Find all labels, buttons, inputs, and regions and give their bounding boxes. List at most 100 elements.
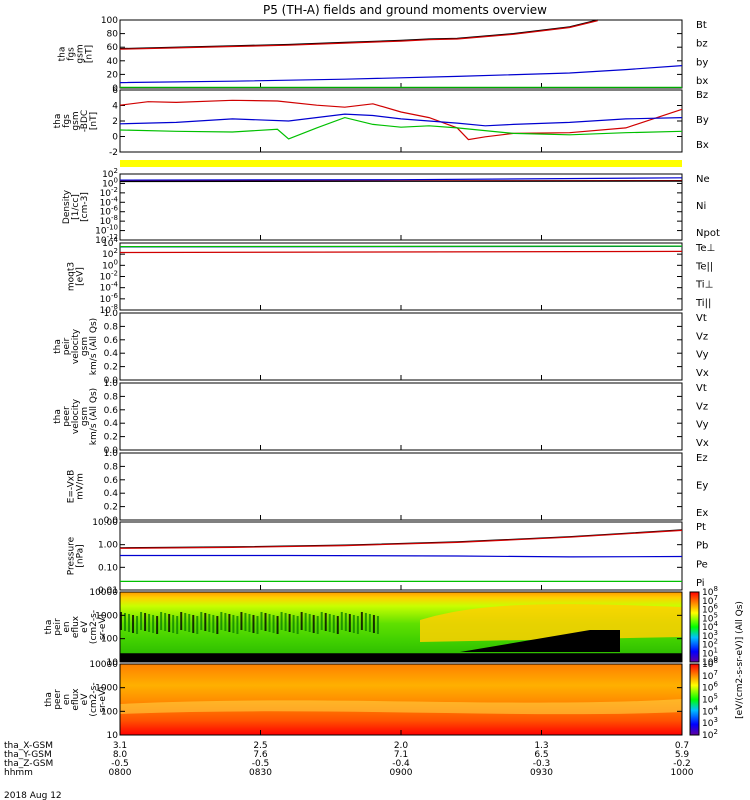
xaxis-row-label: hhmm [4,768,33,778]
heatmap-stripe [160,612,163,630]
heatmap-stripe [140,612,143,630]
legend-Vz: Vz [696,401,708,412]
colorbar-fill [689,591,700,663]
panel-peer-eflux: 10000 1000 100 10 thapeerenefluxeV(cm2-s-sr-… [44,660,683,741]
legend-Te||: Te|| [695,261,713,272]
heatmap-stripe [272,615,275,633]
heatmap-stripe [360,612,363,630]
heatmap-stripe [196,616,199,634]
panel-pressure: 10.00 1.00 0.10 0.01 Pressure[nPa] Pt Pb Pe Pi [67,518,709,596]
heatmap-stripe [324,613,327,631]
xaxis-value: 5.9 [675,750,690,760]
panel-peer-velocity: 1.0 0.8 0.6 0.4 0.2 0.0 thapeervelocitygsmkm/s… [53,379,709,456]
heatmap-stripe [316,616,319,634]
y-tick-label: 104 [102,236,118,249]
series-line-bx [119,65,683,84]
y-tick-label: 0.0 [104,446,119,456]
y-tick-label: 10.00 [92,518,118,528]
heatmap-stripe [308,614,311,632]
y-tick-label: -2 [109,148,118,158]
colorbar-tick: 103 [702,629,718,642]
y-tick-label: 100 [101,635,118,645]
y-tick-label: 4 [112,102,118,112]
heatmap-stripe [280,612,283,630]
y-tick-label: 2 [112,117,118,127]
colorbar-tick: 102 [702,638,718,651]
legend-Bx: Bx [696,140,709,151]
series-line-Tg [119,245,683,248]
xaxis-value: 3.1 [113,741,127,751]
y-tick-label: 0.0 [104,516,119,526]
xaxis-value: 0830 [249,768,272,778]
heatmap-stripe [240,612,243,630]
legend-Pb: Pb [696,541,708,552]
y-tick-label: 10-8 [100,214,118,227]
heatmap-stripe [228,614,231,632]
series-line-Bz [119,99,683,141]
heatmap-stripe [296,616,299,634]
yellow-bar [120,160,682,167]
xaxis-value: -0.2 [673,759,691,769]
colorbar-tick: 106 [702,681,718,694]
series-line-Pb [119,529,683,549]
legend-Ey: Ey [696,481,708,492]
y-tick-label: 10000 [89,660,118,670]
y-tick-label: 0.2 [104,503,118,513]
xaxis-row-label: tha_Z-GSM [4,759,53,769]
y-tick-label: 0.8 [104,322,119,332]
series-line-Bx [119,113,683,127]
heatmap-band [120,699,682,715]
heatmap-stripe [288,614,291,632]
heatmap-stripe [340,612,343,630]
y-tick-label: 10-12 [95,233,118,246]
y-tick-label: 10-4 [100,281,119,294]
colorbar-tick: 108 [702,585,718,598]
legend-by: by [696,57,708,68]
y-axis-label: moqt3[eV] [67,262,86,291]
y-tick-label: 10-10 [95,224,118,237]
heatmap-stripe [304,613,307,631]
heatmap-stripe [264,613,267,631]
xaxis-value: 7.1 [394,750,408,760]
heatmap-stripe [356,616,359,634]
y-tick-label: 1000 [95,611,118,621]
xaxis-value: -0.5 [111,759,129,769]
heatmap-stripe [256,616,259,634]
colorbar-tick: 100 [702,655,718,668]
heatmap-stripe [200,612,203,630]
y-tick-label: 102 [102,247,118,260]
heatmap-stripe [156,616,159,634]
legend-Ex: Ex [696,508,708,519]
y-axis-label: thafgsgsm-BDC[nT] [53,110,99,132]
heatmap-stripe [236,616,239,634]
heatmap-stripe [268,614,271,632]
heatmap-stripe [124,613,127,631]
heatmap-stripe [144,613,147,631]
colorbar-tick: 101 [702,646,718,659]
heatmap-stripe [232,615,235,633]
y-tick-label: 1000 [95,684,118,694]
legend-Ti⊥: Ti⊥ [695,280,713,291]
heatmap-stripe [212,615,215,633]
heatmap-stripe [348,614,351,632]
panel-frame [119,452,683,521]
heatmap-stripe [376,616,379,634]
y-tick-label: 100 [101,707,118,717]
heatmap-stripe [220,612,223,630]
xaxis-value: 1000 [671,768,694,778]
heatmap-stripe [292,615,295,633]
y-tick-label: 40 [107,57,119,67]
panel-peir-velocity: 1.0 0.8 0.6 0.4 0.2 0.0 thapeirvelocitygsmkm/s… [53,309,709,386]
legend-Ez: Ez [696,453,708,464]
legend-Vx: Vx [696,368,709,379]
legend-Te⊥: Te⊥ [695,243,715,254]
heatmap-stripe [332,615,335,633]
y-tick-label: 10 [107,658,119,668]
heatmap-stripe [320,612,323,630]
legend-By: By [696,115,709,126]
y-tick-label: 0.4 [104,419,119,429]
